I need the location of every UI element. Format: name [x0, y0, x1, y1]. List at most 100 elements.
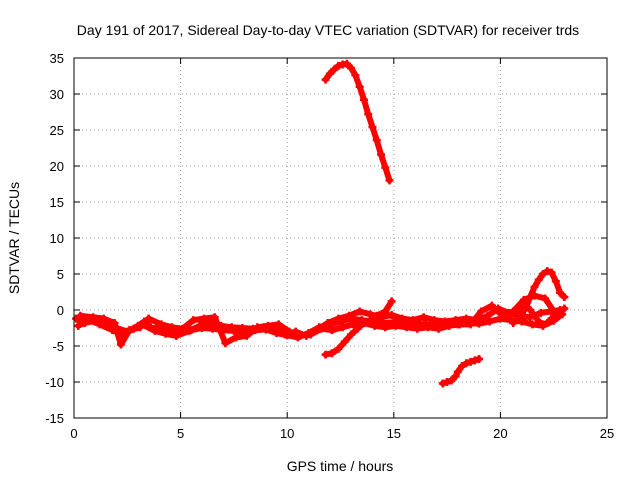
data-point [551, 277, 560, 286]
data-point [541, 294, 550, 303]
data-point [74, 321, 83, 330]
data-point [178, 324, 187, 333]
y-tick-label: 10 [50, 231, 64, 246]
data-point [381, 307, 390, 316]
data-point [372, 311, 381, 320]
data-point [285, 327, 294, 336]
data-point [323, 318, 332, 327]
y-tick-label: 15 [50, 195, 64, 210]
data-point [458, 362, 467, 371]
data-point [556, 288, 565, 297]
data-point [353, 324, 362, 333]
data-point [408, 316, 417, 325]
data-point [364, 110, 373, 119]
series-line [322, 60, 393, 184]
x-tick-label: 20 [493, 426, 507, 441]
data-point [89, 313, 98, 322]
data-point [398, 314, 407, 323]
data-point [455, 320, 464, 329]
data-point [370, 321, 379, 330]
data-point [349, 320, 358, 329]
data-point [466, 320, 475, 329]
y-tick-label: 35 [50, 51, 64, 66]
data-point [423, 323, 432, 332]
y-tick-label: -15 [45, 411, 64, 426]
data-point [172, 331, 181, 340]
data-point [359, 318, 368, 327]
plot-frame [73, 57, 608, 419]
series-dip-branch [321, 297, 396, 359]
data-point [189, 316, 198, 325]
data-point [443, 378, 452, 386]
data-point [306, 330, 315, 339]
data-point [136, 323, 145, 332]
plot-data [72, 59, 569, 388]
data-point [334, 61, 343, 70]
data-point [340, 337, 349, 346]
data-point [125, 326, 134, 335]
y-tick-label: 20 [50, 159, 64, 174]
series-late-dip [513, 301, 569, 329]
grid-lines [74, 58, 607, 418]
data-point [526, 293, 535, 302]
data-point [528, 320, 537, 329]
data-point [381, 323, 390, 332]
data-point [72, 314, 81, 323]
data-point [530, 311, 539, 320]
data-point [539, 270, 548, 278]
data-point [359, 95, 368, 104]
data-point [536, 308, 545, 317]
series-upper-arc [321, 59, 394, 185]
data-point [242, 331, 251, 340]
data-point [551, 310, 560, 319]
data-point [347, 64, 356, 73]
data-point [368, 123, 377, 132]
data-point [325, 69, 334, 78]
series-low-arc [438, 354, 484, 388]
data-point [151, 326, 160, 335]
data-point [485, 317, 494, 326]
data-point [377, 150, 386, 159]
data-point [351, 71, 360, 80]
data-point [144, 314, 153, 323]
data-point [547, 314, 556, 323]
y-tick-label: 5 [57, 267, 64, 282]
data-point [381, 163, 390, 172]
data-point [419, 313, 428, 322]
data-point [560, 304, 569, 313]
data-point [317, 324, 326, 333]
series-late-hump [509, 267, 569, 327]
x-axis-ticks: 0 5 10 15 20 25 [70, 58, 614, 441]
data-point [321, 75, 330, 84]
data-point [95, 320, 104, 329]
data-point [560, 293, 569, 302]
y-axis-ticks: -15 -10 -5 0 5 10 15 20 25 30 35 [45, 51, 607, 426]
data-point [274, 320, 283, 329]
data-point [264, 321, 273, 330]
x-tick-label: 15 [387, 426, 401, 441]
chart-title: Day 191 of 2017, Sidereal Day-to-day VTE… [77, 22, 579, 38]
x-tick-label: 25 [600, 426, 614, 441]
data-point [402, 323, 411, 332]
data-point [430, 316, 439, 325]
data-point [385, 176, 394, 185]
data-point [334, 314, 343, 323]
y-tick-label: 25 [50, 123, 64, 138]
data-point [447, 376, 456, 385]
data-point [157, 320, 166, 329]
data-point [526, 306, 535, 314]
data-point [543, 267, 552, 276]
data-point [99, 314, 108, 323]
data-point [185, 326, 194, 335]
series-line [77, 292, 559, 348]
data-point [453, 367, 462, 376]
data-point [498, 311, 507, 320]
data-point [534, 317, 543, 326]
data-point [116, 340, 125, 349]
series-main-band-c [76, 291, 560, 349]
y-tick-label: 0 [57, 303, 64, 318]
data-point [483, 311, 492, 320]
y-tick-label: -10 [45, 375, 64, 390]
data-point [534, 275, 543, 284]
data-point [445, 321, 454, 330]
